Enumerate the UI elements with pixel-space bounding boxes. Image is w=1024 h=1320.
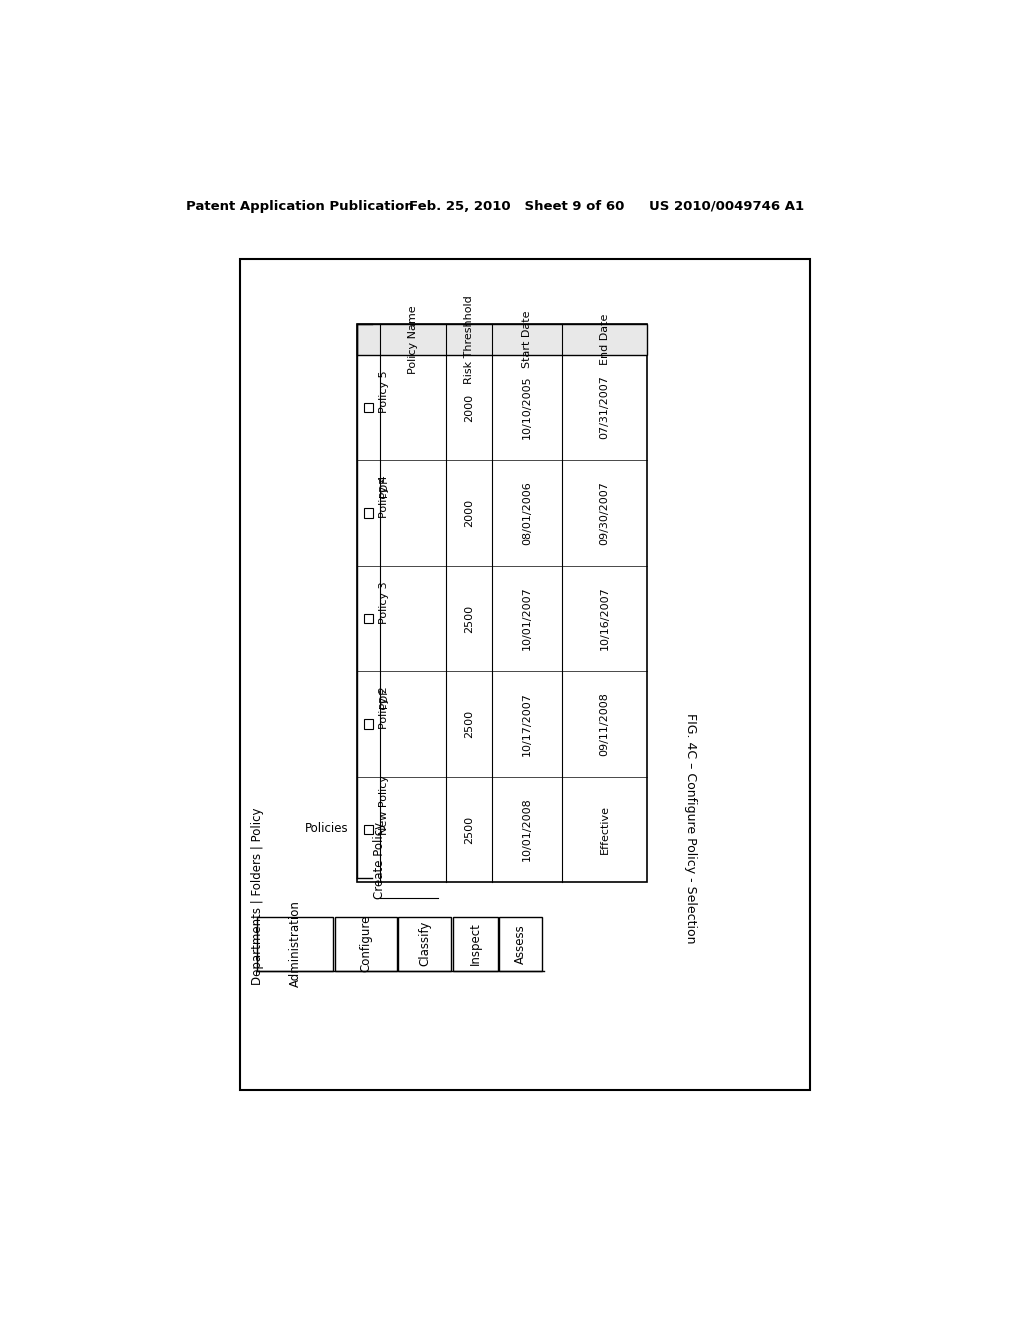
Text: Configure: Configure bbox=[359, 915, 373, 973]
Text: Inspect: Inspect bbox=[469, 923, 481, 965]
Polygon shape bbox=[364, 508, 373, 517]
Text: Policy 3: Policy 3 bbox=[379, 581, 389, 624]
Text: 07/31/2007: 07/31/2007 bbox=[600, 376, 609, 440]
Text: 10/17/2007: 10/17/2007 bbox=[522, 692, 532, 756]
Text: Policy Name: Policy Name bbox=[408, 305, 418, 374]
Polygon shape bbox=[364, 719, 373, 729]
Text: 10/10/2005: 10/10/2005 bbox=[522, 376, 532, 440]
Text: 09/11/2008: 09/11/2008 bbox=[600, 692, 609, 756]
Polygon shape bbox=[453, 917, 498, 970]
Polygon shape bbox=[364, 403, 373, 412]
Text: 10/01/2007: 10/01/2007 bbox=[522, 586, 532, 651]
Text: Policy 4: Policy 4 bbox=[379, 475, 389, 519]
Text: New Policy: New Policy bbox=[379, 775, 389, 834]
Text: 08/01/2006: 08/01/2006 bbox=[522, 480, 532, 545]
Text: Create Policy: Create Policy bbox=[374, 822, 386, 899]
Text: Policies: Policies bbox=[305, 822, 349, 834]
Text: Effective: Effective bbox=[600, 805, 609, 854]
Text: 2500: 2500 bbox=[464, 710, 474, 738]
Text: PDF: PDF bbox=[379, 477, 389, 498]
Polygon shape bbox=[257, 917, 334, 970]
Text: Assess: Assess bbox=[514, 924, 527, 964]
Text: Classify: Classify bbox=[419, 921, 431, 966]
Polygon shape bbox=[335, 917, 397, 970]
Polygon shape bbox=[500, 917, 542, 970]
Text: Administration: Administration bbox=[289, 900, 302, 987]
Text: Risk Threshhold: Risk Threshhold bbox=[464, 294, 474, 384]
Text: 2500: 2500 bbox=[464, 605, 474, 632]
Polygon shape bbox=[364, 825, 373, 834]
Polygon shape bbox=[356, 323, 647, 355]
Polygon shape bbox=[356, 323, 647, 882]
Bar bbox=[241, 259, 810, 1090]
Text: Patent Application Publication: Patent Application Publication bbox=[186, 199, 414, 213]
Text: 10/16/2007: 10/16/2007 bbox=[600, 586, 609, 651]
Text: 2500: 2500 bbox=[464, 816, 474, 843]
Polygon shape bbox=[398, 917, 452, 970]
Text: Feb. 25, 2010   Sheet 9 of 60: Feb. 25, 2010 Sheet 9 of 60 bbox=[410, 199, 625, 213]
Text: 2000: 2000 bbox=[464, 499, 474, 527]
Text: Departments | Folders | Policy: Departments | Folders | Policy bbox=[251, 807, 264, 985]
Polygon shape bbox=[364, 614, 373, 623]
Text: FIG. 4C – Configure Policy - Selection: FIG. 4C – Configure Policy - Selection bbox=[684, 713, 697, 944]
Text: 09/30/2007: 09/30/2007 bbox=[600, 480, 609, 545]
Text: US 2010/0049746 A1: US 2010/0049746 A1 bbox=[649, 199, 804, 213]
Text: PDF: PDF bbox=[379, 688, 389, 708]
Text: End Date: End Date bbox=[600, 314, 609, 366]
Text: 2000: 2000 bbox=[464, 393, 474, 421]
Text: Start Date: Start Date bbox=[522, 310, 532, 368]
Text: Policy 5: Policy 5 bbox=[379, 370, 389, 413]
Text: Policy 2: Policy 2 bbox=[379, 686, 389, 729]
Text: 10/01/2008: 10/01/2008 bbox=[522, 797, 532, 862]
